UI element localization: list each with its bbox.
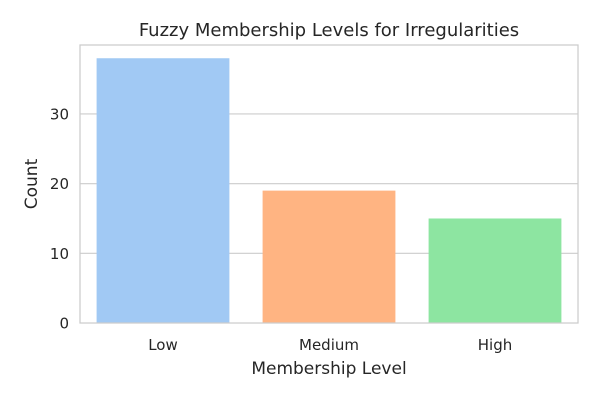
y-tick-label: 10 [50,245,69,263]
y-tick-labels: 0 10 20 30 [50,105,69,332]
x-tick-label-low: Low [148,336,178,354]
bar-high [428,218,562,323]
chart-title: Fuzzy Membership Levels for Irregulariti… [139,20,519,41]
plot-frame [79,44,579,324]
y-tick-label: 30 [50,105,69,123]
y-axis-label: Count [22,158,42,209]
bar-low [96,58,230,323]
y-tick-label: 20 [50,175,69,193]
x-tick-labels: Low Medium High [148,336,512,354]
x-tick-label-high: High [478,336,512,354]
x-tick-label-medium: Medium [299,336,359,354]
bar-medium [262,190,396,323]
bars [96,58,562,323]
x-axis-label: Membership Level [251,359,406,379]
y-tick-label: 0 [59,315,69,333]
